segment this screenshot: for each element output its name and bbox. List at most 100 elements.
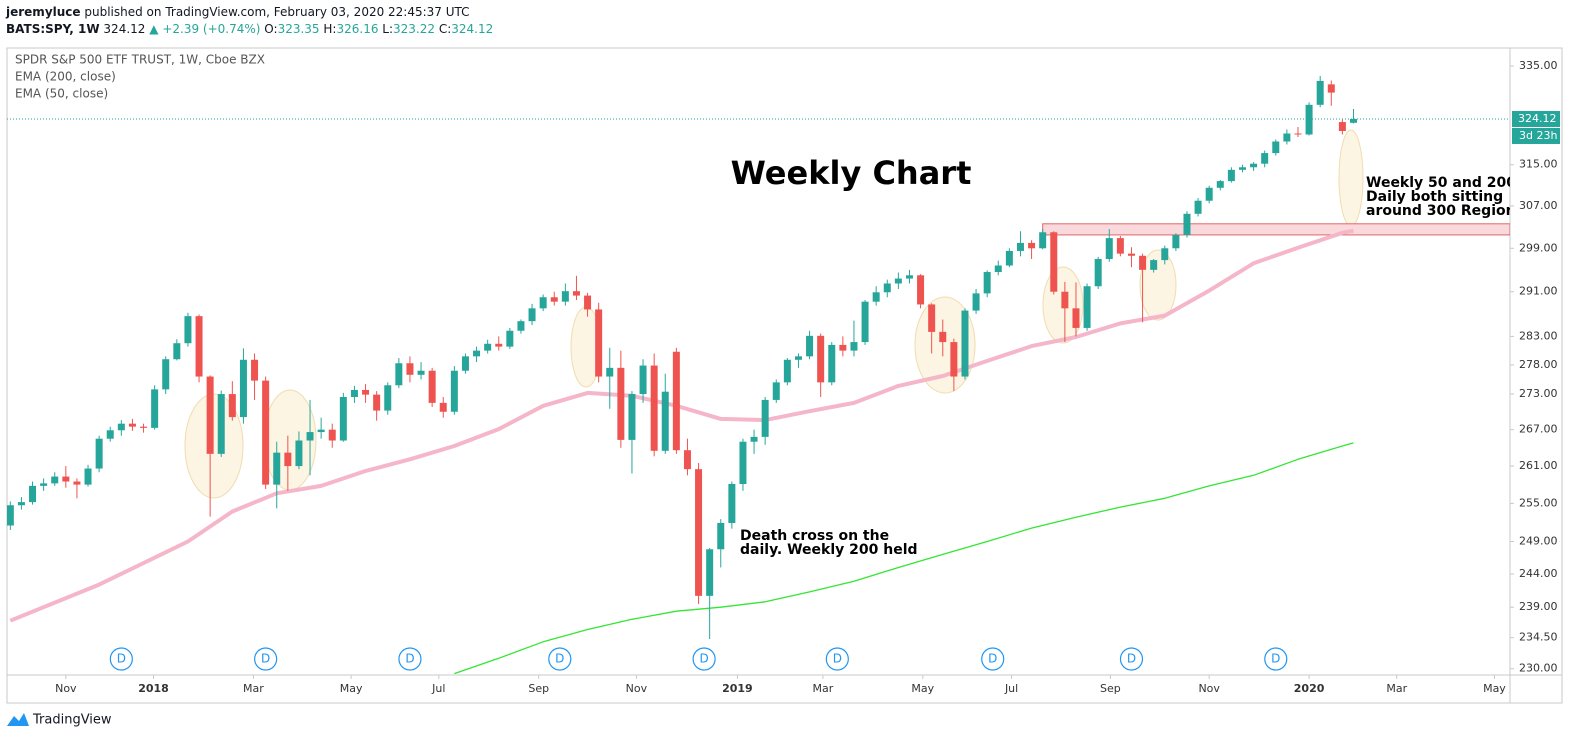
candle-body	[62, 476, 70, 482]
candle-body	[528, 308, 536, 322]
candle-body	[839, 344, 847, 351]
candle-body	[794, 356, 802, 360]
candle-body	[783, 359, 791, 383]
candle-body	[362, 389, 370, 395]
chart-title: Weekly Chart	[731, 154, 972, 192]
x-tick-label: Nov	[1198, 682, 1220, 695]
highlight	[1139, 249, 1177, 321]
c-value: 324.12	[451, 22, 493, 36]
candle-body	[95, 438, 103, 469]
ema-line	[9, 228, 1354, 623]
candle-body	[661, 391, 669, 451]
candle-body	[206, 376, 214, 454]
candle-body	[51, 476, 59, 484]
candle-body	[284, 452, 292, 467]
y-tick-label: 315.00	[1519, 158, 1558, 171]
x-tick-label: Nov	[55, 682, 77, 695]
x-tick-label: 2020	[1294, 682, 1325, 695]
candle-body	[195, 316, 203, 377]
annotation: Death cross on the	[740, 528, 889, 544]
y-tick-label: 291.00	[1519, 285, 1558, 298]
candle-body	[1127, 253, 1135, 256]
candle-body	[695, 469, 703, 596]
candle-body	[384, 385, 392, 411]
quote-line: BATS:SPY, 1W 324.12 ▲ +2.39 (+0.74%) O:3…	[6, 22, 493, 36]
candle-body	[306, 432, 314, 441]
candle-body	[1139, 255, 1147, 270]
candle-body	[1061, 291, 1069, 309]
candle-body	[717, 522, 725, 550]
candle-body	[683, 450, 691, 470]
candle-body	[151, 389, 159, 428]
candle-body	[106, 430, 114, 439]
annotation: daily. Weekly 200 held	[740, 542, 918, 558]
x-tick-label: Nov	[626, 682, 648, 695]
x-tick-label: Mar	[243, 682, 264, 695]
candle-body	[639, 365, 647, 395]
candle-body	[972, 293, 980, 311]
y-tick-label: 234.50	[1519, 631, 1558, 644]
dividend-label: D	[555, 652, 564, 666]
candle-body	[473, 350, 481, 357]
candle-body	[1216, 181, 1224, 188]
footer: TradingView	[7, 713, 112, 728]
x-tick-label: Mar	[812, 682, 833, 695]
candle-body	[295, 440, 303, 467]
published: published on TradingView.com, February 0…	[84, 5, 469, 19]
candle-body	[395, 363, 403, 386]
candle-body	[728, 483, 736, 523]
highlight	[1338, 129, 1364, 227]
dividend-marker	[254, 647, 278, 671]
candle-body	[439, 402, 447, 412]
candle-body	[706, 549, 714, 596]
candle-body	[628, 394, 636, 440]
candle-body	[1039, 232, 1047, 249]
last-price-label: 324.12	[1518, 112, 1557, 125]
x-tick-label: 2018	[138, 682, 169, 695]
legend-main: SPDR S&P 500 ETF TRUST, 1W, Cboe BZX	[15, 53, 265, 67]
dividend-label: D	[261, 652, 270, 666]
h-value: 326.16	[336, 22, 378, 36]
candle-body	[1172, 234, 1180, 249]
candle-body	[617, 367, 625, 440]
candle-body	[1005, 250, 1013, 266]
candle-body	[1338, 122, 1346, 131]
candle-body	[1150, 260, 1158, 270]
candle-body	[595, 309, 603, 377]
candle-body	[1161, 248, 1169, 261]
y-tick-label: 335.00	[1519, 59, 1558, 72]
arrow: ▲	[149, 22, 159, 36]
candle-body	[495, 343, 503, 347]
dividend-marker	[692, 647, 716, 671]
candle-body	[584, 295, 592, 310]
y-tick-label: 239.00	[1519, 600, 1558, 613]
candle-body	[1316, 80, 1324, 105]
candle-body	[84, 468, 92, 485]
x-tick-label: Sep	[1100, 682, 1121, 695]
candle-body	[994, 265, 1002, 273]
x-tick-label: 2019	[722, 682, 753, 695]
candle-body	[162, 359, 170, 390]
y-tick-label: 249.00	[1519, 535, 1558, 548]
candle-body	[1283, 133, 1291, 142]
o-value: 323.35	[278, 22, 320, 36]
annotation: around 300 Region	[1366, 203, 1516, 219]
dividend-marker	[981, 647, 1005, 671]
ema-line	[454, 442, 1354, 675]
y-tick-label: 283.00	[1519, 329, 1558, 342]
y-tick-label: 267.00	[1519, 423, 1558, 436]
dividend-label: D	[699, 652, 708, 666]
dividend-label: D	[405, 652, 414, 666]
candle-body	[173, 343, 181, 360]
candle-body	[29, 485, 37, 503]
candle-body	[872, 292, 880, 302]
c-label: C:	[439, 22, 451, 36]
candle-body	[317, 429, 325, 433]
candle-body	[1028, 242, 1036, 249]
candle-body	[128, 423, 136, 427]
logo	[7, 713, 29, 726]
candle-body	[428, 370, 436, 403]
candle-body	[539, 297, 547, 309]
y-tick-label: 230.00	[1519, 662, 1558, 675]
x-tick-label: May	[1483, 682, 1506, 695]
